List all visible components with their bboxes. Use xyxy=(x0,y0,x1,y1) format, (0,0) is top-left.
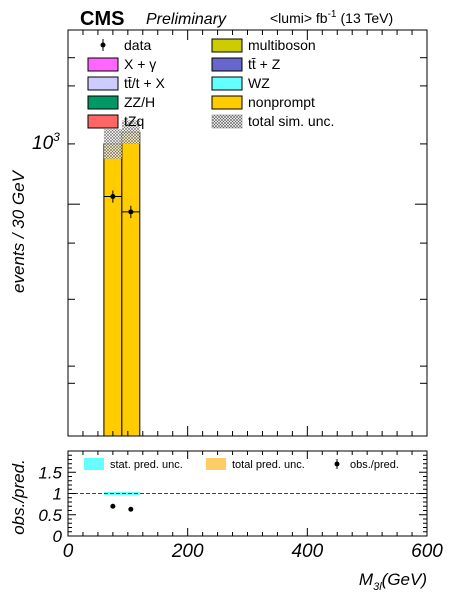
ratio-stat-band xyxy=(103,491,140,496)
legend-marker-data xyxy=(100,42,106,48)
x-axis-subscript: 3l xyxy=(373,581,382,593)
legend-label: X + γ xyxy=(124,56,156,72)
legend-swatch xyxy=(87,76,119,91)
x-tick-label: 0 xyxy=(63,541,74,562)
experiment-label: CMS xyxy=(80,8,124,30)
ratio-point-1 xyxy=(128,506,134,512)
legend-swatch-unc xyxy=(211,114,243,129)
ratio-legend-label: stat. pred. unc. xyxy=(110,459,183,471)
x-tick-label: 400 xyxy=(291,541,323,562)
ratio-legend-label: total pred. unc. xyxy=(232,459,305,471)
ratio-y-tick-label: 1.5 xyxy=(38,463,62,482)
ratio-y-tick-label: 0 xyxy=(53,527,63,546)
ratio-point-0 xyxy=(110,503,116,509)
legend-label: total sim. unc. xyxy=(248,113,334,129)
y-tick-label-1000: 103 xyxy=(32,130,60,154)
ratio-legend-label: obs./pred. xyxy=(350,459,399,471)
sim-unc-band-1 xyxy=(121,120,140,144)
y-tick-base: 10 xyxy=(32,133,54,154)
x-axis-unit: (GeV) xyxy=(382,570,427,589)
x-tick-label: 200 xyxy=(171,541,204,562)
legend-label: WZ xyxy=(248,75,270,91)
legend-swatch xyxy=(211,38,243,53)
main-legend: data multiboson X + γ tt̄ + Z tt̄/t + X WZ ZZ/… xyxy=(87,37,334,129)
ratio-y-axis-label: obs./pred. xyxy=(9,459,28,535)
main-data-points xyxy=(103,190,140,219)
ratio-legend-marker xyxy=(334,461,340,467)
legend-swatch xyxy=(211,76,243,91)
ratio-legend-swatch xyxy=(206,458,226,470)
legend-label: tt̄/t + X xyxy=(124,75,166,91)
energy-label: (13 TeV) xyxy=(341,10,394,26)
lumi-exponent: -1 xyxy=(328,9,337,20)
status-label: Preliminary xyxy=(146,11,227,28)
legend-label: data xyxy=(124,37,151,53)
ratio-y-tick-label: 1 xyxy=(53,485,62,504)
legend-label: ZZ/H xyxy=(124,94,155,110)
ratio-legend: stat. pred. unc. total pred. unc. obs./pre… xyxy=(84,458,399,471)
y-tick-exp: 3 xyxy=(53,130,60,144)
lumi-text: <lumi> fb xyxy=(270,10,328,26)
x-tick-label: 600 xyxy=(411,541,443,562)
legend-swatch xyxy=(87,114,119,129)
stack-bar-nonprompt-1 xyxy=(121,131,141,437)
main-y-axis-label: events / 30 GeV xyxy=(9,169,28,293)
legend-label: tZq xyxy=(124,113,144,129)
ratio-y-tick-label: 0.5 xyxy=(38,506,62,525)
x-axis-symbol: M xyxy=(359,570,374,589)
lumi-label: <lumi> fb-1 (13 TeV) xyxy=(270,9,393,26)
legend-swatch xyxy=(87,57,119,72)
ratio-legend-swatch xyxy=(84,458,104,470)
legend-label: multiboson xyxy=(248,37,316,53)
legend-swatch xyxy=(211,57,243,72)
legend-label: tt̄ + Z xyxy=(248,56,281,72)
data-point-0 xyxy=(110,194,116,200)
sim-unc-band-0 xyxy=(103,129,122,159)
legend-label: nonprompt xyxy=(248,94,315,110)
x-axis-label: M3l(GeV) xyxy=(359,570,427,593)
main-histogram xyxy=(103,120,141,437)
legend-swatch xyxy=(87,95,119,110)
data-point-1 xyxy=(128,209,134,215)
stack-bar-nonprompt-0 xyxy=(103,143,123,437)
main-axes-ticks xyxy=(67,30,428,436)
legend-swatch xyxy=(211,95,243,110)
ratio-content xyxy=(68,491,427,512)
